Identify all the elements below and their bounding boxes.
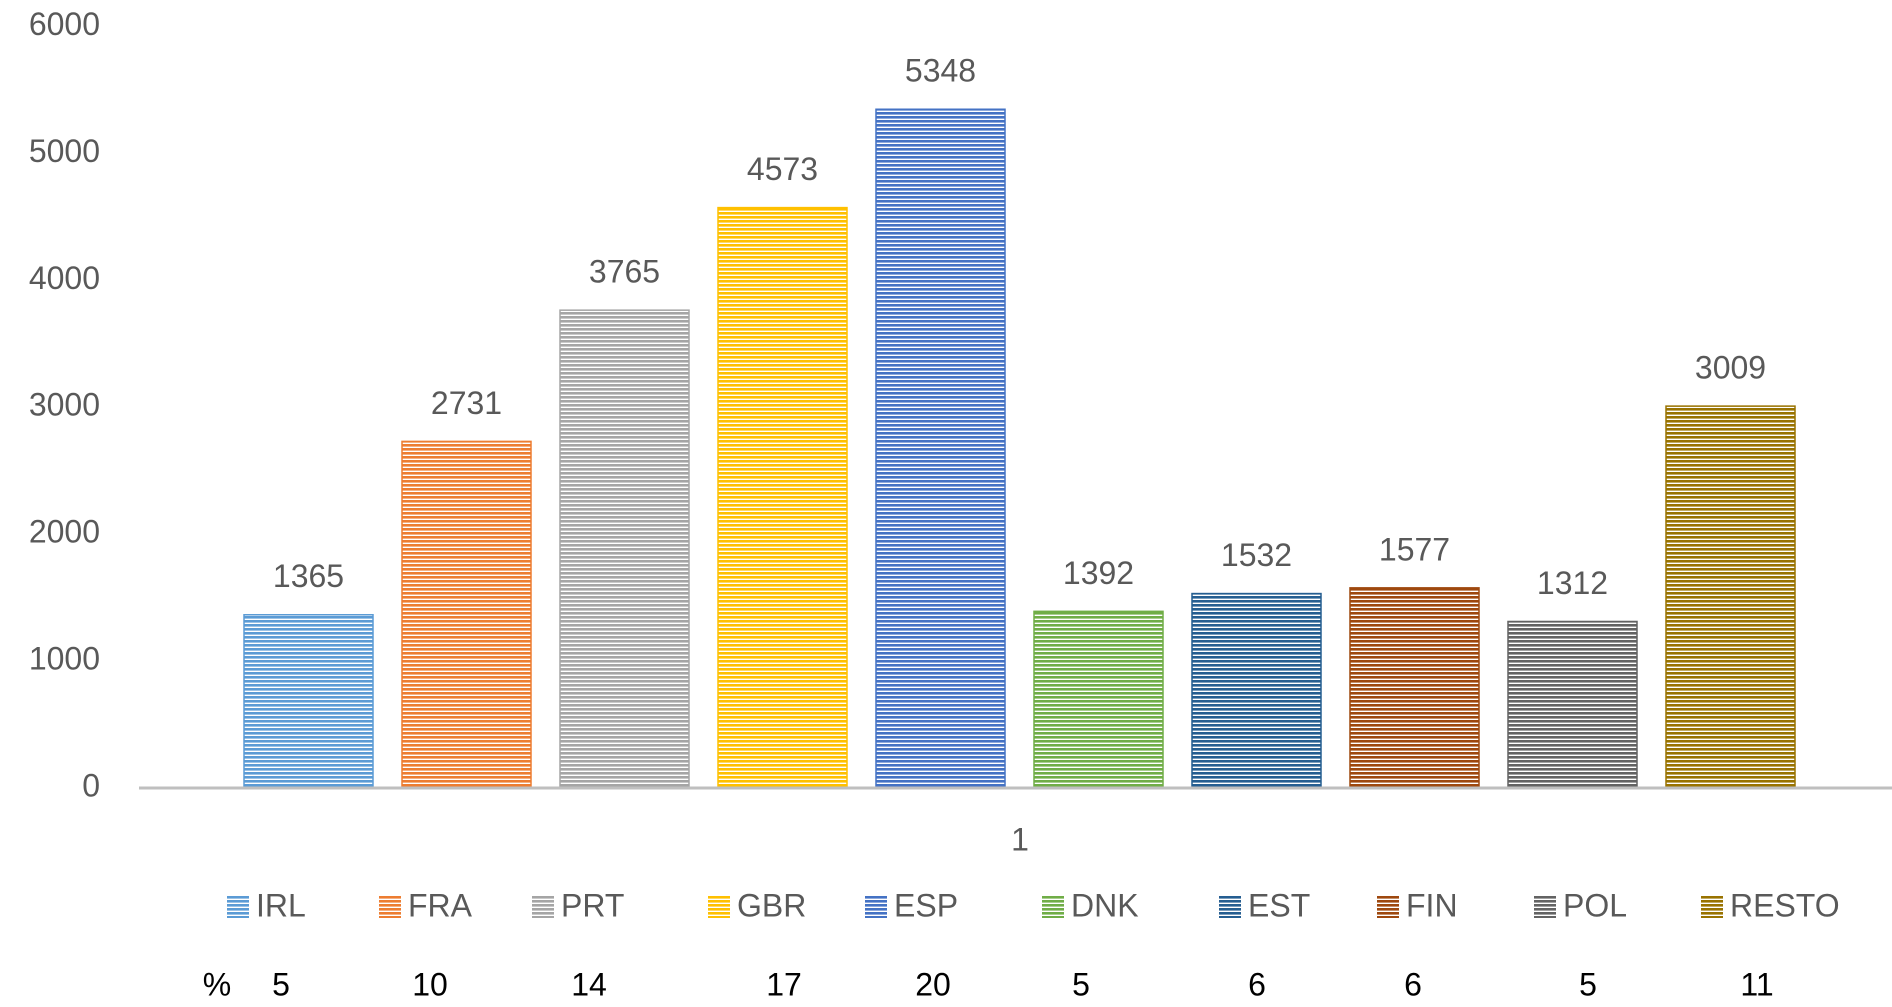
data-label: 3009: [1695, 350, 1766, 386]
data-label: 1365: [273, 558, 344, 594]
y-tick-label: 5000: [29, 133, 100, 169]
legend-swatch: [865, 896, 887, 918]
legend-label: EST: [1248, 887, 1310, 923]
legend-swatch: [227, 896, 249, 918]
y-tick-label: 2000: [29, 514, 100, 550]
bar: [1665, 405, 1796, 789]
x-tick-label: 1: [1011, 821, 1029, 857]
legend-label: POL: [1563, 887, 1627, 923]
percent-value: 5: [1072, 966, 1090, 1002]
legend-swatch: [1377, 896, 1399, 918]
data-label: 3765: [589, 254, 660, 290]
legend-label: ESP: [894, 887, 958, 923]
bar: [1349, 587, 1480, 789]
legend-swatch: [532, 896, 554, 918]
data-label: 1312: [1537, 565, 1608, 601]
bar: [875, 108, 1006, 789]
bar: [559, 309, 690, 789]
y-tick-label: 4000: [29, 260, 100, 296]
data-label: 5348: [905, 53, 976, 89]
bar: [1191, 592, 1322, 789]
legend-label: GBR: [737, 887, 806, 923]
y-tick-label: 0: [82, 767, 100, 803]
bar: [1033, 610, 1164, 789]
legend-swatch: [1701, 896, 1723, 918]
bar: [717, 206, 848, 789]
y-tick-label: 1000: [29, 641, 100, 677]
data-label: 1392: [1063, 555, 1134, 591]
bar: [243, 614, 374, 789]
legend-swatch: [1219, 896, 1241, 918]
percent-value: 10: [412, 966, 448, 1002]
legend-swatch: [379, 896, 401, 918]
percent-value: 5: [272, 966, 290, 1002]
percent-label: %: [203, 966, 231, 1002]
legend-swatch: [708, 896, 730, 918]
legend-swatch: [1534, 896, 1556, 918]
percent-value: 6: [1248, 966, 1266, 1002]
legend-label: DNK: [1071, 887, 1139, 923]
y-tick-label: 3000: [29, 387, 100, 423]
percent-value: 6: [1404, 966, 1422, 1002]
percent-value: 14: [571, 966, 607, 1002]
percent-value: 5: [1579, 966, 1597, 1002]
bar: [1507, 620, 1638, 789]
data-label: 1577: [1379, 531, 1450, 567]
legend-label: PRT: [561, 887, 624, 923]
legend-label: FIN: [1406, 887, 1458, 923]
percent-value: 20: [915, 966, 951, 1002]
legend-label: RESTO: [1730, 887, 1840, 923]
data-label: 4573: [747, 151, 818, 187]
legend-swatch: [1042, 896, 1064, 918]
legend-label: IRL: [256, 887, 306, 923]
data-label: 1532: [1221, 537, 1292, 573]
legend-label: FRA: [408, 887, 473, 923]
bar: [401, 440, 532, 789]
percent-value: 11: [1740, 966, 1773, 1002]
percent-value: 17: [766, 966, 802, 1002]
data-label: 2731: [431, 385, 502, 421]
y-tick-label: 6000: [29, 6, 100, 42]
